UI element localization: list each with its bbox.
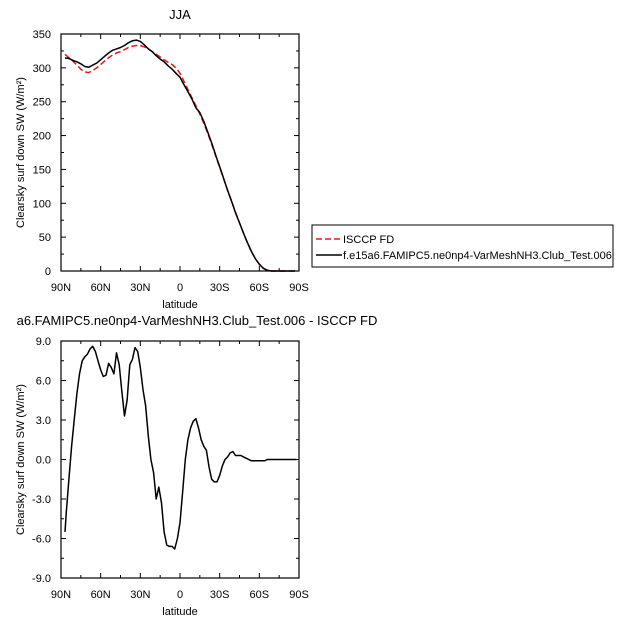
top-x-tick-label: 30S <box>210 282 230 294</box>
top-y-tick-label: 350 <box>33 29 51 41</box>
top-panel: JJA 90N 60N 30N 0 30S 60S 90S 0 50 100 150 200 250 30… <box>15 7 614 311</box>
bottom-y-axis-label-text: Clearsky surf down SW (W/m²) <box>15 384 27 535</box>
bottom-x-tick-label: 0 <box>177 589 183 601</box>
bottom-panel: a6.FAMIPC5.ne0np4-VarMeshNH3.Club_Test.0… <box>15 313 377 618</box>
top-x-axis-label: latitude <box>162 299 197 311</box>
bottom-y-tick-label: 6.0 <box>36 376 51 388</box>
top-y-tick-label: 0 <box>45 266 51 278</box>
bottom-y-axis-label: Clearsky surf down SW (W/m²) <box>15 384 27 535</box>
top-y-tick-label: 250 <box>33 97 51 109</box>
bottom-y-tick-label: -3.0 <box>32 494 51 506</box>
top-chart-title: JJA <box>169 7 191 22</box>
top-plot-frame <box>60 33 300 272</box>
bottom-x-tick-label: 60S <box>250 589 270 601</box>
top-y-tick-label: 150 <box>33 164 51 176</box>
top-y-axis-label-text: Clearsky surf down SW (W/m²) <box>15 77 27 228</box>
bottom-chart-axes: 90N 60N 30N 0 30S 60S 90S -9.0 -6.0 -3.0 0.0 3.0 6.0… <box>32 336 309 601</box>
bottom-plot-frame <box>60 340 300 579</box>
bottom-x-tick-label: 90S <box>289 589 309 601</box>
legend-label-isccp-fd: ISCCP FD <box>343 234 394 246</box>
bottom-x-tick-label: 30N <box>130 589 150 601</box>
bottom-x-tick-label: 90N <box>51 589 71 601</box>
top-x-tick-label: 90S <box>289 282 309 294</box>
top-y-tick-label: 50 <box>39 232 51 244</box>
top-x-tick-label: 60S <box>250 282 270 294</box>
bottom-y-tick-label: -9.0 <box>32 573 51 585</box>
top-x-tick-label: 90N <box>51 282 71 294</box>
top-y-tick-label: 200 <box>33 131 51 143</box>
top-series-line-0 <box>64 44 295 272</box>
bottom-series-line-0 <box>64 345 297 550</box>
top-chart-marks <box>64 39 295 272</box>
bottom-x-tick-label: 60N <box>91 589 111 601</box>
bottom-chart-title: a6.FAMIPC5.ne0np4-VarMeshNH3.Club_Test.0… <box>17 313 378 328</box>
bottom-y-tick-label: 3.0 <box>36 415 51 427</box>
top-x-tick-label: 30N <box>130 282 150 294</box>
legend: ISCCP FD f.e15a6.FAMIPC5.ne0np4-VarMeshN… <box>311 224 614 268</box>
bottom-chart-marks <box>64 345 297 550</box>
top-y-axis-label: Clearsky surf down SW (W/m²) <box>15 77 27 228</box>
top-x-tick-label: 0 <box>177 282 183 294</box>
bottom-x-axis-label: latitude <box>162 606 197 618</box>
bottom-y-tick-label: 9.0 <box>36 336 51 348</box>
bottom-x-tick-label: 30S <box>210 589 230 601</box>
top-chart-axes: 90N 60N 30N 0 30S 60S 90S 0 50 100 150 200 250 300 350 <box>33 29 309 294</box>
bottom-y-tick-label: -6.0 <box>32 534 51 546</box>
top-y-tick-label: 300 <box>33 63 51 75</box>
legend-box <box>311 224 614 268</box>
bottom-y-tick-label: 0.0 <box>36 455 51 467</box>
top-x-tick-label: 60N <box>91 282 111 294</box>
legend-label-model: f.e15a6.FAMIPC5.ne0np4-VarMeshNH3.Club_T… <box>343 250 612 262</box>
top-series-line-1 <box>64 39 295 272</box>
top-y-tick-label: 100 <box>33 198 51 210</box>
